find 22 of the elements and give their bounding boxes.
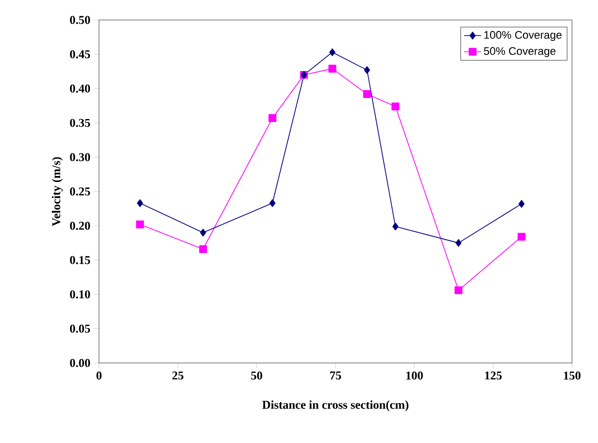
y-axis-title: Velocity (m/s) [52, 157, 63, 226]
y-tick-label: 0.25 [70, 187, 90, 196]
x-tick-label: 100 [406, 372, 423, 380]
y-tick-label: 0.00 [70, 358, 90, 368]
x-tick-label: 125 [485, 372, 502, 380]
y-tick-label: 0.15 [70, 256, 90, 264]
legend-label: 100% Coverage [484, 31, 562, 41]
x-tick-label: 150 [564, 372, 581, 380]
y-tick-label: 0.30 [70, 153, 90, 162]
y-tick-label: 0.35 [70, 118, 90, 127]
x-tick-label: 0 [96, 372, 102, 380]
x-tick-label: 75 [330, 372, 342, 380]
x-axis-title: Distance in cross section(cm) [262, 400, 408, 412]
legend-label: 50% Coverage [484, 47, 556, 58]
y-tick-label: 0.45 [70, 50, 90, 58]
x-tick-label: 50 [251, 372, 262, 380]
y-tick-label: 0.05 [70, 324, 90, 333]
y-tick-label: 0.50 [70, 16, 90, 24]
x-tick-label: 25 [172, 372, 184, 380]
y-tick-label: 0.10 [70, 290, 90, 298]
y-tick-label: 0.40 [70, 84, 90, 93]
y-tick-label: 0.20 [70, 222, 90, 230]
